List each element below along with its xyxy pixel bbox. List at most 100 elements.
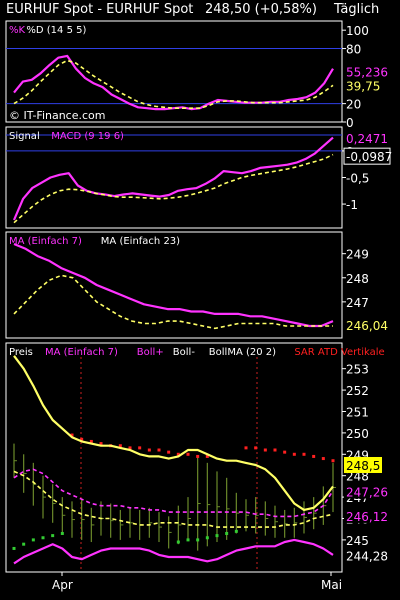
value-label-bg <box>344 508 388 523</box>
legend-label: %K <box>9 25 26 36</box>
series-line <box>12 136 334 221</box>
value-label: 246,04 <box>346 319 388 333</box>
series-line <box>13 538 334 565</box>
value-label-bg <box>344 130 388 145</box>
y-tick-label: 248 <box>346 470 369 484</box>
sar-point-red <box>176 452 180 456</box>
sar-point-red <box>157 448 161 452</box>
legend-label: %D (14 5 5) <box>26 25 86 36</box>
series-line <box>13 274 333 330</box>
value-label: -0,0987 <box>346 150 392 164</box>
value-label: 0,2471 <box>346 132 388 146</box>
series-line <box>13 54 334 111</box>
value-label-bg <box>344 484 388 499</box>
y-tick-label: 80 <box>346 43 361 57</box>
sar-point-red <box>118 444 122 448</box>
sar-point-green <box>51 534 55 538</box>
sar-point-red <box>263 448 267 452</box>
value-label: 244,28 <box>346 549 388 563</box>
y-tick-label: 20 <box>346 98 361 112</box>
sar-point-red <box>99 442 103 446</box>
sar-point-green <box>196 538 200 542</box>
sar-point-red <box>244 446 248 450</box>
value-label-bg <box>344 548 388 563</box>
panel-price: Preis MA (Einfach 7) Boll+ Boll- BollMA (20 … <box>5 342 388 592</box>
sar-point-red <box>283 450 287 454</box>
value-label: 39,75 <box>346 80 380 94</box>
sar-point-red <box>321 457 325 461</box>
value-label-box <box>343 147 391 165</box>
sar-point-red <box>254 446 258 450</box>
y-tick-label: 253 <box>346 363 369 377</box>
y-tick-label: -1 <box>346 198 358 212</box>
legend-label: MA (Einfach 7) <box>9 236 82 247</box>
series-line <box>13 59 334 109</box>
sar-point-green <box>31 538 35 542</box>
legend-label: Boll- <box>173 347 196 358</box>
panel-moving_averages: MA (Einfach 7) MA (Einfach 23) 249 248 247 24… <box>5 231 388 339</box>
panel-frame <box>5 126 343 229</box>
sar-point-red <box>80 437 84 441</box>
value-label-bg <box>344 78 388 93</box>
legend-label: Preis <box>9 347 33 358</box>
sar-point-green <box>186 538 190 542</box>
sar-point-red <box>302 452 306 456</box>
legend-label: SAR ATD Vertikale <box>294 347 384 358</box>
y-tick-label: 251 <box>346 405 369 419</box>
y-tick-label: -0,5 <box>346 172 369 186</box>
sar-point-red <box>331 459 335 463</box>
sar-point-red <box>147 448 151 452</box>
sar-point-red <box>196 454 200 458</box>
panel-frame <box>5 231 343 339</box>
sar-point-red <box>205 454 209 458</box>
sar-point-green <box>41 536 45 540</box>
value-label: 248,5 <box>346 459 380 473</box>
sar-point-red <box>128 446 132 450</box>
sar-point-red <box>70 433 74 437</box>
x-tick-label: Apr <box>52 578 73 592</box>
sar-point-red <box>167 450 171 454</box>
value-label-bg <box>344 317 388 332</box>
series-line <box>13 242 334 328</box>
sar-point-green <box>234 529 238 533</box>
y-tick-label: 247 <box>346 296 369 310</box>
sar-point-green <box>215 534 219 538</box>
sar-point-red <box>273 448 277 452</box>
sar-point-green <box>205 536 209 540</box>
value-label: 246,12 <box>346 510 388 524</box>
series-line <box>13 470 334 528</box>
legend-label: Signal <box>9 131 40 142</box>
y-tick-label: 252 <box>346 384 369 398</box>
value-label-bg <box>344 456 382 473</box>
legend-label: MACD (9 19 6) <box>51 131 124 142</box>
legend-label: MA (Einfach 23) <box>101 236 180 247</box>
panel-frame <box>5 342 343 573</box>
sar-point-green <box>60 531 64 535</box>
value-label: 55,236 <box>346 65 388 79</box>
chart-title: EURHUF Spot - EURHUF Spot <box>6 2 194 17</box>
panel-frame <box>5 20 343 123</box>
sar-point-red <box>89 439 93 443</box>
y-tick-label: 250 <box>346 427 369 441</box>
price-change: 248,50 (+0,58%) <box>205 2 317 17</box>
y-tick-label: 249 <box>346 248 369 262</box>
panel-stochastic: %K %D (14 5 5) © IT-Finance.com 100 80 20 0 55,… <box>5 20 388 130</box>
sar-point-red <box>292 452 296 456</box>
sar-point-red <box>186 452 190 456</box>
sar-point-green <box>225 531 229 535</box>
y-tick-label: 100 <box>346 24 369 38</box>
y-tick-label: 245 <box>346 534 369 548</box>
legend-label: Boll+ <box>137 347 164 358</box>
period-label: Täglich <box>334 2 380 17</box>
sar-point-green <box>176 540 180 544</box>
sar-point-red <box>312 454 316 458</box>
sar-point-green <box>12 546 16 550</box>
x-tick-label: Mai <box>321 578 342 592</box>
series-line <box>13 355 334 511</box>
legend-label: BollMA (20 2) <box>209 347 276 358</box>
sar-point-green <box>22 542 26 546</box>
value-label: 247,26 <box>346 486 388 500</box>
